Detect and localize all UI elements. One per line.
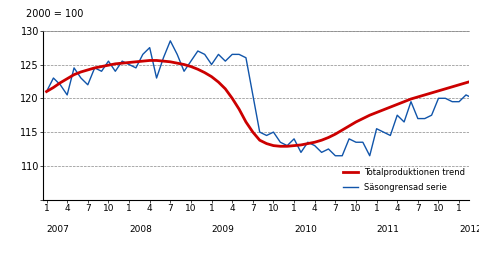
Text: 2011: 2011 — [376, 225, 399, 234]
Text: 2000 = 100: 2000 = 100 — [26, 9, 83, 19]
Legend: Totalproduktionen trend, Säsongrensad serie: Totalproduktionen trend, Säsongrensad se… — [342, 168, 465, 192]
Text: 2008: 2008 — [129, 225, 152, 234]
Text: 2009: 2009 — [212, 225, 234, 234]
Text: 2007: 2007 — [46, 225, 69, 234]
Text: 2012: 2012 — [459, 225, 479, 234]
Text: 2010: 2010 — [294, 225, 317, 234]
